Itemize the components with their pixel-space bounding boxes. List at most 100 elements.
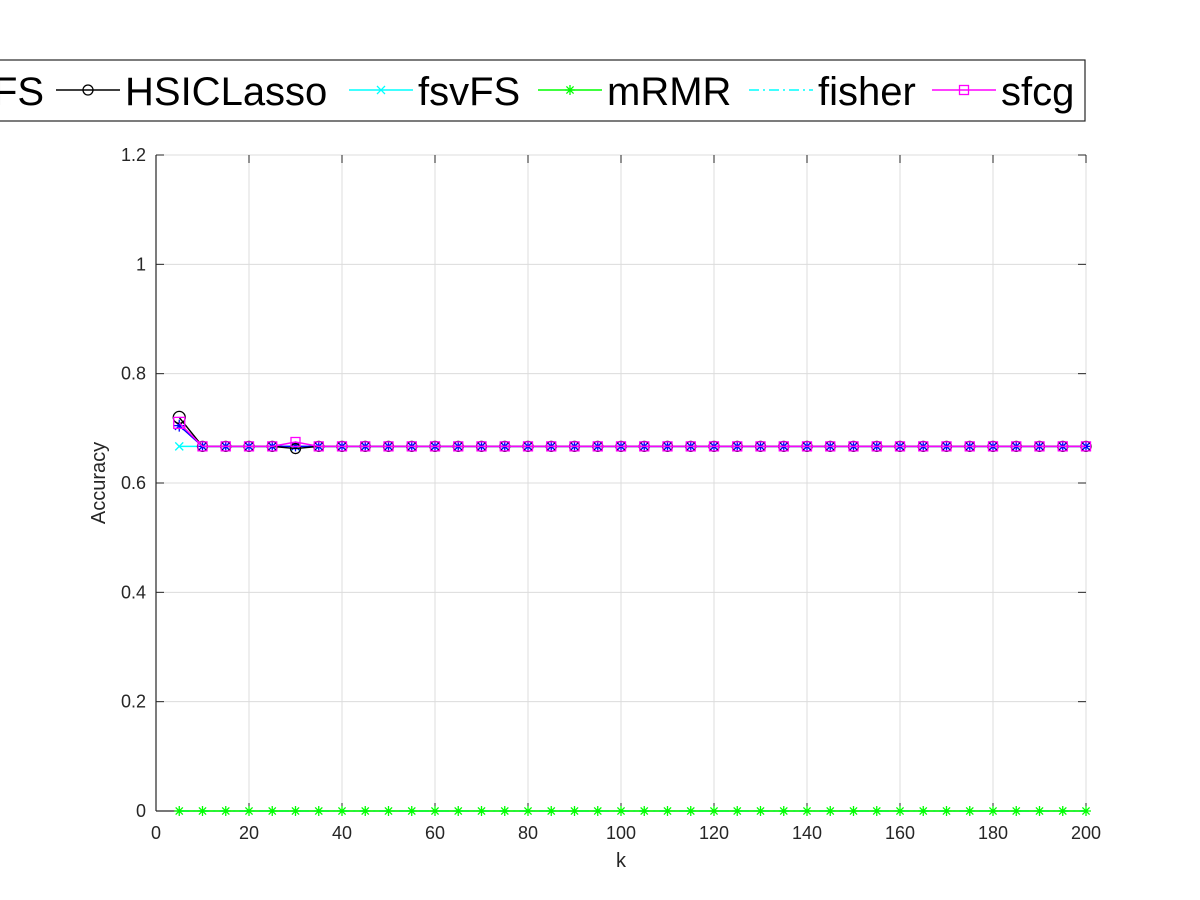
legend-label-sfcg: sfcg	[1001, 70, 1074, 114]
data-point-mRMR	[1081, 806, 1091, 816]
data-point-mRMR	[197, 806, 208, 816]
data-point-mRMR	[476, 806, 487, 816]
data-point-mRMR	[825, 806, 836, 816]
data-point-mRMR	[360, 806, 371, 816]
data-point-mRMR	[941, 806, 952, 816]
data-point-HSICLasso	[289, 442, 302, 455]
y-axis-title: Accuracy	[88, 442, 110, 524]
data-point-sfcg	[732, 441, 743, 452]
x-axis-title: k	[616, 850, 627, 872]
tick-labels: 0 20 40 60 80 100 120 140 160 180 200 0 0.2 0.4 0.6 0.8…	[121, 145, 1101, 843]
data-point-mRMR	[778, 806, 789, 816]
data-point-sfcg	[708, 441, 720, 452]
y-tick-label: 0.6	[121, 473, 146, 493]
legend-marker-sfcg	[958, 84, 970, 96]
data-point-mRMR	[709, 806, 719, 816]
data-point-mRMR	[592, 806, 603, 816]
x-tick-label: 200	[1071, 823, 1101, 843]
data-point-sfcg	[290, 436, 301, 448]
data-point-sfcg	[662, 441, 673, 452]
data-point-sfcg	[360, 441, 371, 452]
data-point-mRMR	[848, 806, 859, 816]
data-point-fsvFS	[174, 441, 184, 451]
legend-entry-fsvFS: fsvFS	[349, 70, 520, 114]
data-point-sfcg	[429, 441, 441, 452]
data-point-sfcg	[453, 441, 464, 452]
data-point-mRMR	[569, 806, 580, 816]
data-point-sfcg	[871, 441, 882, 452]
data-point-mRMR	[871, 806, 882, 816]
legend-label-fisher: fisher	[818, 70, 916, 114]
x-tick-label: 160	[885, 823, 915, 843]
data-point-sfcg	[546, 441, 557, 452]
data-point-sfcg	[615, 441, 627, 452]
data-point-mRMR	[1057, 806, 1068, 816]
data-point-mRMR	[662, 806, 673, 816]
data-point-mRMR	[732, 806, 743, 816]
data-point-sfcg	[313, 441, 324, 452]
data-point-mRMR	[685, 806, 696, 816]
data-point-sfcg	[569, 441, 580, 452]
data-point-sfcg	[941, 441, 952, 452]
data-point-sfcg	[499, 441, 510, 452]
data-point-mRMR	[244, 806, 254, 816]
data-point-mRMR	[895, 806, 905, 816]
x-tick-label: 0	[151, 823, 161, 843]
y-tick-label: 0.8	[121, 364, 146, 384]
data-point-mRMR	[546, 806, 557, 816]
data-point-sfcg	[964, 441, 975, 452]
data-point-sfcg	[197, 441, 208, 452]
legend-marker-HSICLasso	[82, 84, 94, 96]
legend-entry-sfcg: sfcg	[932, 70, 1074, 114]
data-point-mRMR	[1011, 806, 1022, 816]
legend-entry-mRMR: mRMR	[538, 70, 731, 114]
data-point-sfcg	[918, 441, 929, 452]
data-point-mRMR	[499, 806, 510, 816]
legend: FS HSICLasso fsvFS mRMR fisher sfcg	[0, 59, 1086, 122]
legend-label-FS: FS	[0, 70, 44, 114]
data-point-mRMR	[290, 806, 301, 816]
data-point-sfcg	[801, 441, 813, 452]
y-tick-label: 1	[136, 254, 146, 274]
series-line-sfcg	[178, 422, 1086, 448]
data-point-mRMR	[174, 806, 185, 816]
data-point-mRMR	[383, 806, 394, 816]
data-point-mRMR	[406, 806, 417, 816]
data-point-mRMR	[755, 806, 766, 816]
data-point-sfcg	[220, 441, 231, 452]
data-point-mRMR	[220, 806, 231, 816]
legend-label-HSICLasso: HSICLasso	[125, 70, 327, 114]
data-point-mRMR	[964, 806, 975, 816]
data-series	[172, 410, 1092, 816]
data-point-mRMR	[337, 806, 347, 816]
data-point-sfcg	[1034, 441, 1045, 452]
y-tick-label: 1.2	[121, 145, 146, 165]
data-point-sfcg	[1080, 441, 1092, 452]
data-point-sfcg	[778, 441, 789, 452]
legend-entry-HSICLasso: HSICLasso	[56, 70, 327, 114]
data-point-mRMR	[988, 806, 998, 816]
legend-marker-fsvFS	[376, 85, 386, 95]
x-tick-label: 180	[978, 823, 1008, 843]
y-tick-label: 0.2	[121, 692, 146, 712]
data-point-FS	[173, 419, 186, 432]
legend-entry-fisher: fisher	[749, 70, 916, 114]
legend-label-mRMR: mRMR	[607, 70, 731, 114]
data-point-sfcg	[406, 441, 417, 452]
data-point-mRMR	[802, 806, 812, 816]
legend-entry-FS: FS	[0, 70, 44, 114]
data-point-sfcg	[1057, 441, 1068, 452]
data-point-mRMR	[453, 806, 464, 816]
data-point-sfcg	[522, 441, 534, 452]
data-point-sfcg	[173, 416, 186, 430]
data-point-mRMR	[267, 806, 278, 816]
data-point-sfcg	[987, 441, 999, 452]
legend-marker-mRMR	[565, 85, 575, 95]
x-tick-label: 140	[792, 823, 822, 843]
legend-label-fsvFS: fsvFS	[418, 70, 520, 114]
data-point-sfcg	[267, 441, 278, 452]
data-point-sfcg	[639, 441, 650, 452]
data-point-sfcg	[1011, 441, 1022, 452]
data-point-mRMR	[313, 806, 324, 816]
